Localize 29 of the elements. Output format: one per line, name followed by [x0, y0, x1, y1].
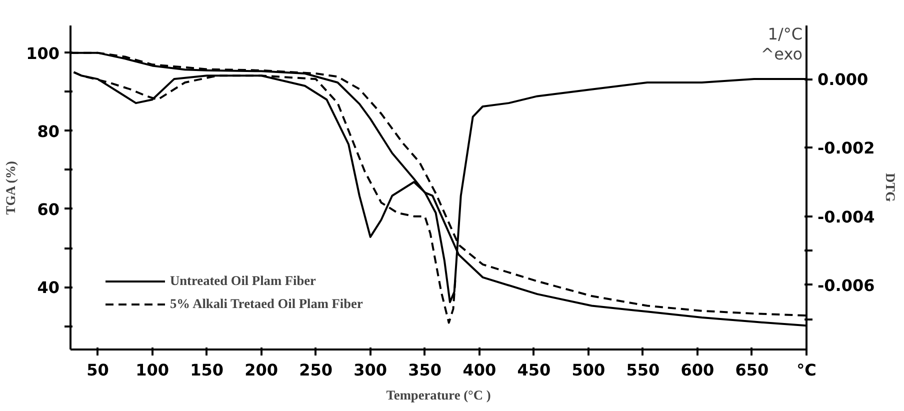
x-tick-label: 300: [354, 360, 388, 380]
y-axis-title: TGA (%): [3, 161, 18, 215]
annotation: ^exo: [760, 44, 802, 64]
x-axis-title: Temperature (°C ): [386, 388, 491, 402]
x-tick-label: 550: [626, 360, 660, 380]
x-tick-label: 50: [86, 360, 109, 380]
y2-tick-label: 0.000: [818, 70, 868, 90]
y-tick-label: 40: [37, 278, 60, 298]
x-tick-label: 200: [244, 360, 278, 380]
x-tick-label: 400: [462, 360, 496, 380]
x-tick-label: 150: [190, 360, 224, 380]
y-tick-label: 60: [37, 200, 60, 219]
y-tick-label: 80: [37, 122, 60, 141]
x-tick-label: 600: [680, 360, 714, 380]
y-tick-label: 100: [26, 44, 60, 63]
y2-axis-title: DTG: [882, 173, 898, 202]
legend-label: 5% Alkali Tretaed Oil Plam Fiber: [170, 296, 363, 312]
x-tick-label: 100: [136, 360, 169, 380]
x-tick-label: 350: [408, 360, 442, 380]
x-tick-label: 650: [735, 360, 769, 380]
legend-label: Untreated Oil Plam Fiber: [170, 273, 316, 289]
annotation: 1/°C: [768, 24, 803, 44]
y2-tick-label: -0.006: [818, 276, 875, 295]
x-tick-label: °C: [796, 360, 816, 380]
x-tick-label: 500: [572, 360, 606, 380]
x-tick-label: 450: [517, 360, 551, 380]
x-tick-label: 250: [299, 360, 333, 380]
y2-tick-label: -0.004: [818, 207, 875, 226]
y2-tick-label: -0.002: [818, 138, 875, 158]
